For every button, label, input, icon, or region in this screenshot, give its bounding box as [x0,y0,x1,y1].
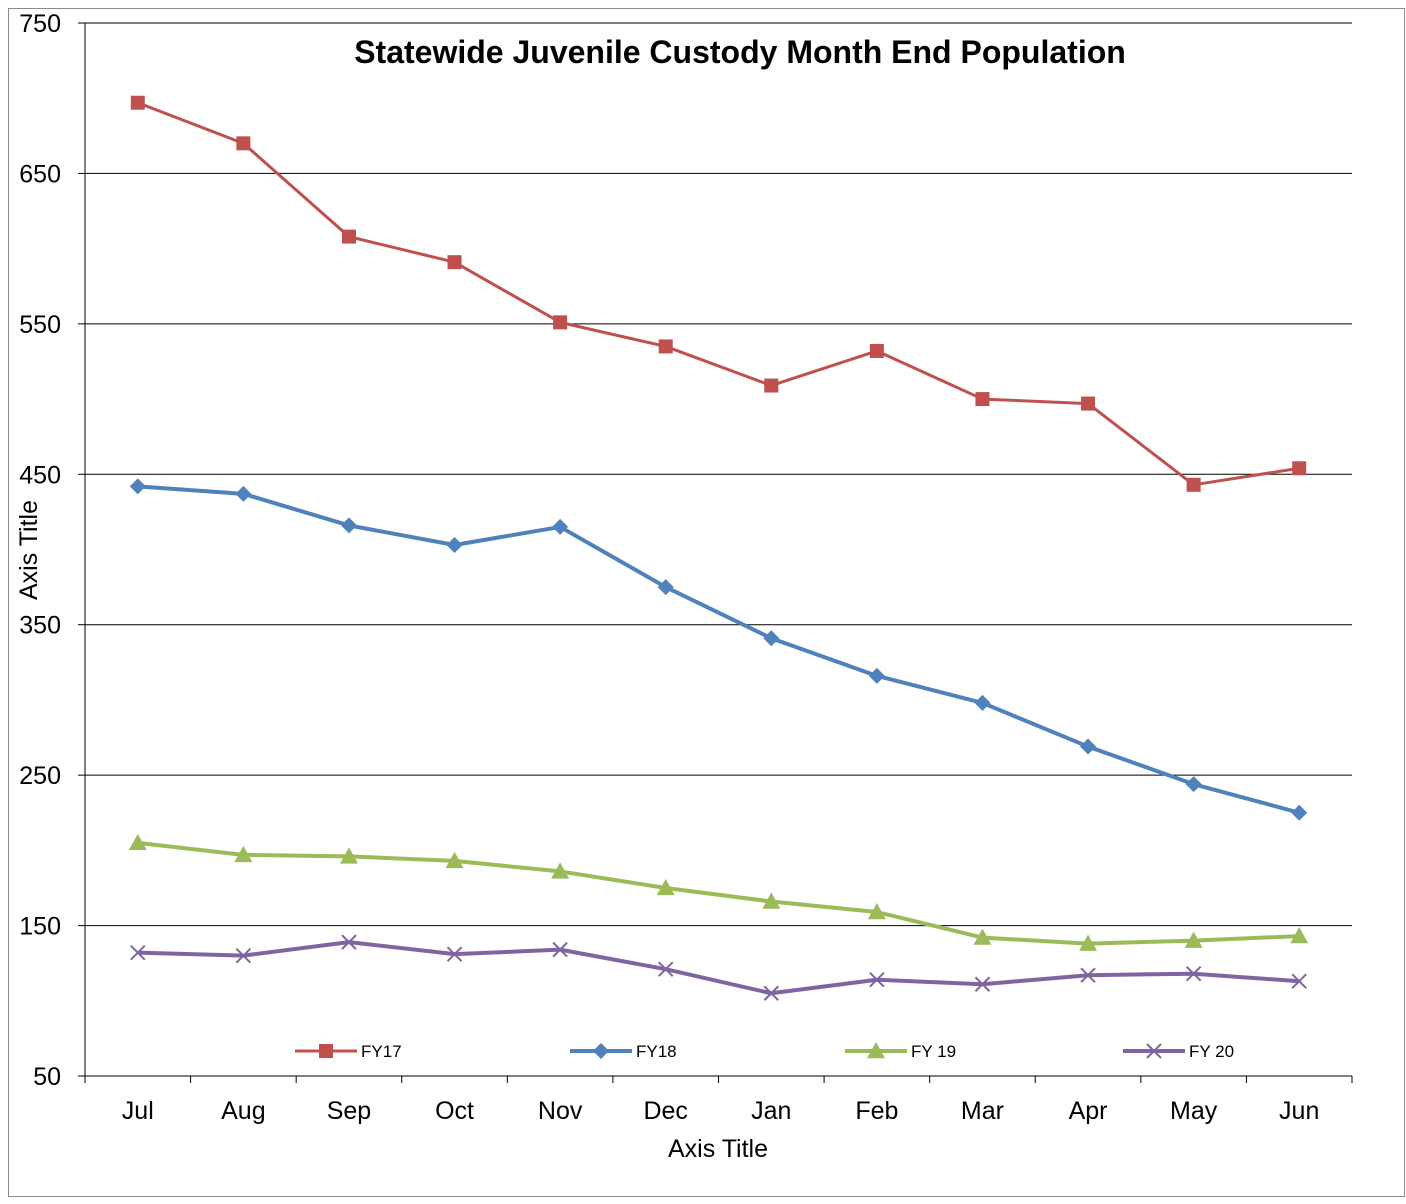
data-point [551,862,570,879]
data-point [552,941,568,958]
data-point [1080,967,1096,983]
data-point [869,972,885,988]
y-tick-label: 250 [19,762,61,790]
x-tick-label: Sep [327,1097,371,1125]
data-point [130,944,146,961]
data-point [764,378,779,393]
data-point [763,630,780,647]
y-tick-label: 750 [19,10,61,38]
legend-entry: FY17 [295,1042,402,1061]
legend-label: FY 19 [911,1042,956,1061]
data-point [235,485,252,502]
series-line [137,840,1300,946]
data-point [1184,931,1203,948]
y-tick-label: 450 [19,461,61,489]
legend-marker [1146,1043,1162,1059]
data-point [1290,927,1309,944]
data-point [446,946,463,962]
x-tick-label: Aug [221,1097,265,1125]
x-tick-label: Apr [1069,1097,1108,1125]
data-point [1185,966,1202,982]
legend-label: FY17 [361,1042,402,1061]
y-tick-label: 650 [19,160,61,188]
data-point [973,928,992,945]
legend-marker [593,1043,609,1059]
legend-label: FY18 [636,1042,677,1061]
x-tick-label: Feb [855,1097,898,1125]
data-point [1292,461,1307,476]
legend: FY17 FY18 FY 19 FY 20 [295,1042,1234,1061]
series-line [137,101,1300,487]
data-point [657,579,674,596]
gridlines [85,22,1352,927]
data-point [974,976,991,992]
series-line [137,940,1300,996]
data-point [552,518,569,535]
data-point [341,229,356,244]
data-point [447,255,462,270]
data-point [1185,776,1202,793]
data-point [868,667,885,684]
x-tick-label: Nov [538,1097,583,1125]
data-point [445,851,464,869]
data-point [341,934,357,950]
data-point [762,892,781,909]
data-point [867,903,886,920]
data-point [234,845,253,863]
legend-marker [319,1044,333,1058]
data-point [658,339,673,354]
series-fy-20 [130,934,1307,1001]
x-tick-label: Mar [961,1097,1004,1125]
x-tick-label: Oct [435,1097,474,1125]
data-point [236,136,251,151]
series-fy-19 [128,833,1309,951]
data-point [656,878,675,896]
series-fy17 [130,95,1307,492]
data-point [340,517,357,534]
data-point [1079,934,1098,951]
data-point [130,95,145,110]
chart-border [8,8,1405,1197]
x-axis-title: Axis Title [668,1135,768,1163]
data-point [975,392,990,407]
y-tick-label: 550 [19,311,61,339]
data-point [339,847,358,864]
y-tick-label: 350 [19,612,61,640]
legend-label: FY 20 [1189,1042,1234,1061]
data-point [1186,477,1201,492]
data-point [869,343,884,358]
y-tick-label: 150 [19,913,61,941]
data-point [763,985,779,1001]
data-point [553,315,568,330]
data-point [658,961,674,977]
data-point [974,694,991,711]
x-tick-label: Jan [751,1097,791,1125]
data-point [1291,973,1307,989]
data-point [446,536,463,553]
data-point [1291,804,1308,821]
x-tick-label: Dec [643,1097,687,1125]
data-point [129,478,146,495]
legend-marker [867,1042,885,1059]
x-tick-label: Jun [1279,1097,1319,1125]
series-layer [128,95,1309,1001]
data-point [1080,738,1097,755]
data-point [235,947,252,964]
series-line [137,484,1300,815]
legend-entry: FY18 [570,1042,677,1061]
series-fy18 [129,478,1308,821]
axes: 50 150 250 350 450 550 650 750 Jul Aug Sep Oct Nov De… [19,10,1353,1125]
chart-title: Statewide Juvenile Custody Month End Pop… [354,34,1126,70]
y-tick-label: 50 [33,1063,61,1091]
data-point [128,833,147,851]
x-tick-label: Jul [122,1097,154,1125]
legend-entry: FY 20 [1123,1042,1234,1061]
x-tick-label: May [1170,1097,1218,1125]
y-axis-title: Axis Title [15,500,43,600]
data-point [1081,396,1096,411]
legend-entry: FY 19 [845,1042,956,1061]
